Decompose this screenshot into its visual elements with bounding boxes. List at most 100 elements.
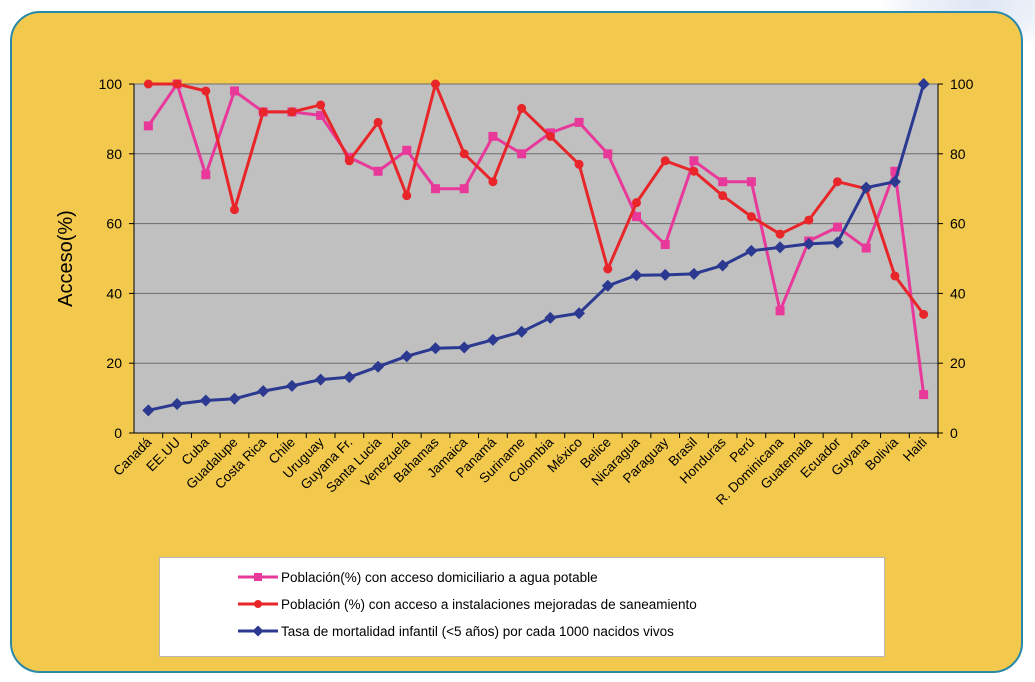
data-point-2 (486, 333, 499, 346)
y2-tick-label: 40 (950, 285, 966, 301)
data-point-2 (400, 350, 413, 363)
data-point-1 (230, 205, 239, 215)
data-point-0 (230, 86, 239, 96)
data-point-2 (142, 404, 155, 417)
x-tick-label: Haiti (900, 435, 930, 465)
y-axis-label: Acceso(%) (55, 210, 77, 307)
y-tick-label: 0 (114, 425, 122, 441)
data-point-1 (632, 198, 641, 208)
legend-swatch-sanitation (238, 600, 278, 608)
data-point-2 (745, 244, 758, 257)
data-point-1 (459, 149, 469, 159)
y2-tick-label: 20 (950, 355, 966, 371)
data-point-2 (515, 325, 528, 338)
legend-swatch-mortality (238, 625, 278, 637)
data-point-0 (459, 184, 469, 194)
data-point-2 (888, 175, 901, 188)
data-point-2 (171, 398, 184, 411)
data-point-1 (689, 166, 699, 176)
data-point-0 (402, 145, 412, 155)
data-point-1 (431, 79, 440, 89)
data-point-1 (316, 100, 326, 110)
data-point-2 (199, 394, 212, 407)
data-point-1 (201, 86, 211, 96)
data-point-2 (831, 236, 844, 249)
data-point-2 (716, 259, 729, 272)
data-point-2 (687, 267, 700, 280)
data-point-2 (573, 307, 586, 320)
series-line-2 (148, 83, 926, 412)
y2-tick-label: 0 (950, 425, 958, 441)
y-tick-label: 80 (106, 146, 122, 162)
data-point-0 (890, 166, 900, 176)
data-point-1 (258, 107, 268, 117)
data-point-2 (774, 241, 787, 254)
data-point-1 (172, 79, 182, 89)
legend-label-mortality: Tasa de mortalidad infantil (<5 años) po… (281, 623, 674, 639)
data-point-2 (429, 342, 442, 355)
data-point-1 (919, 309, 929, 319)
chart-legend: Población(%) con acceso domiciliario a a… (159, 557, 885, 657)
y2-tick-label: 100 (950, 76, 974, 92)
chart-card: 0 0 20 20 40 40 60 60 80 80 100 100 Canadá EE.UU Cuba G… (10, 11, 1023, 673)
legend-item-sanitation: Población (%) con acceso a instalaciones… (238, 593, 697, 615)
data-point-0 (660, 240, 670, 250)
data-point-2 (343, 371, 356, 384)
data-point-1 (402, 191, 412, 201)
data-point-2 (458, 341, 471, 354)
data-point-2 (285, 379, 298, 392)
legend-label-water: Población(%) con acceso domiciliario a a… (281, 569, 598, 585)
data-point-2 (257, 385, 270, 398)
data-point-1 (373, 117, 383, 127)
legend-label-sanitation: Población (%) con acceso a instalaciones… (281, 596, 697, 612)
data-point-0 (143, 121, 153, 131)
data-point-2 (659, 268, 672, 281)
y-tick-label: 40 (106, 285, 122, 301)
legend-item-mortality: Tasa de mortalidad infantil (<5 años) po… (238, 620, 674, 642)
data-point-0 (689, 156, 699, 166)
data-point-1 (660, 156, 670, 166)
y-tick-label: 60 (106, 216, 122, 232)
data-point-1 (775, 229, 785, 239)
data-point-0 (861, 243, 871, 253)
legend-swatch-water (238, 573, 278, 581)
data-point-1 (545, 131, 555, 141)
y2-tick-label: 60 (950, 216, 966, 232)
data-point-2 (917, 78, 930, 90)
data-point-1 (804, 215, 814, 225)
data-point-0 (603, 149, 613, 159)
data-point-1 (574, 159, 584, 169)
data-point-0 (201, 170, 211, 180)
series-line-1 (148, 82, 925, 316)
legend-item-water: Población(%) con acceso domiciliario a a… (238, 566, 598, 588)
data-point-1 (833, 177, 842, 187)
data-point-1 (517, 103, 527, 113)
data-point-1 (344, 156, 354, 166)
data-point-0 (632, 212, 641, 222)
data-point-1 (287, 107, 297, 117)
data-point-0 (833, 222, 842, 232)
y-tick-label: 20 (106, 355, 122, 371)
data-point-0 (775, 306, 785, 316)
data-point-0 (316, 110, 326, 120)
data-point-2 (860, 181, 873, 194)
data-point-2 (601, 279, 614, 292)
data-point-2 (314, 373, 327, 386)
data-point-0 (373, 166, 383, 176)
y2-tick-label: 80 (950, 146, 966, 162)
data-point-1 (143, 79, 153, 89)
data-point-0 (517, 149, 527, 159)
data-point-1 (603, 264, 613, 274)
data-point-2 (802, 237, 815, 250)
data-point-1 (890, 271, 900, 281)
data-point-1 (746, 212, 756, 222)
data-point-0 (574, 117, 584, 127)
data-point-0 (718, 177, 728, 187)
data-point-2 (372, 360, 385, 373)
data-point-0 (919, 390, 929, 400)
y-tick-label: 100 (99, 76, 123, 92)
data-point-1 (718, 191, 728, 201)
data-point-2 (630, 269, 643, 282)
data-point-0 (431, 184, 440, 194)
